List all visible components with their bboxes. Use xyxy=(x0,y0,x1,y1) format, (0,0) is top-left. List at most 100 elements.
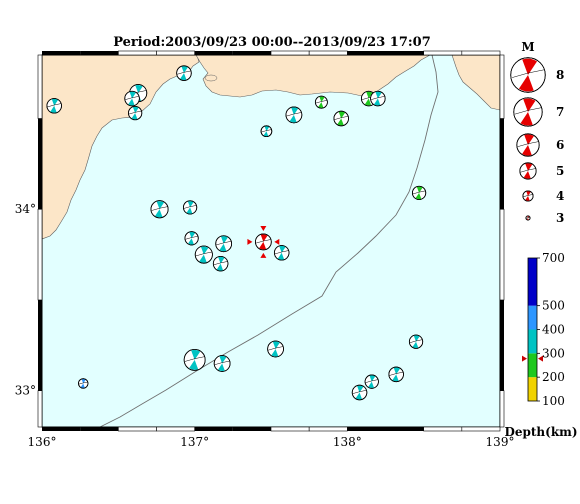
depth-band xyxy=(528,353,537,378)
x-axis-ticks: 136° 137° 138° 139° xyxy=(28,435,515,449)
event-beachball xyxy=(267,340,284,358)
event-beachball xyxy=(408,334,424,349)
frame-bar-top xyxy=(118,50,157,56)
depth-band xyxy=(528,329,537,354)
main-event xyxy=(247,225,280,258)
magnitude-legend-ball xyxy=(522,190,534,202)
frame-bar-right xyxy=(500,118,504,210)
frame-bar-bottom xyxy=(156,426,195,432)
x-tick-label: 138° xyxy=(333,435,362,449)
frame-bar-top xyxy=(461,50,501,56)
frame-bar-bottom xyxy=(461,426,501,432)
land-tokai-coast xyxy=(195,55,431,98)
triangle-marker-bottom xyxy=(260,252,267,258)
frame-bar-bottom xyxy=(80,427,119,431)
magnitude-legend-label: 6 xyxy=(556,138,564,152)
event-beachball xyxy=(412,185,427,200)
event-beachball xyxy=(213,355,231,372)
event-beachball xyxy=(184,231,199,246)
frame-bar-bottom xyxy=(270,426,310,432)
depth-tick-label: 100 xyxy=(542,394,565,408)
event-beachball xyxy=(273,245,290,261)
triangle-marker-right xyxy=(274,238,280,245)
map-frame xyxy=(37,50,505,432)
event-beachball xyxy=(176,65,192,81)
event-beachball xyxy=(388,366,404,383)
event-beachball xyxy=(194,245,213,264)
main-event-beachball xyxy=(255,233,272,251)
event-beachball xyxy=(150,200,169,219)
event-beachball xyxy=(78,378,89,389)
frame-bar-top xyxy=(194,51,233,55)
frame-bar-left xyxy=(38,299,42,391)
event-beachball xyxy=(183,348,206,371)
depth-band xyxy=(528,258,537,306)
depth-tick-label: 700 xyxy=(542,251,565,265)
event-beachball xyxy=(370,90,386,107)
depth-tick-label: 300 xyxy=(542,346,565,360)
magnitude-legend-ball xyxy=(525,215,531,221)
event-beachball xyxy=(215,235,233,253)
frame-bar-bottom xyxy=(194,427,233,431)
magnitude-legend-label: 7 xyxy=(556,105,564,119)
depth-scale-title: Depth(km) xyxy=(504,425,577,439)
frame-bar-right xyxy=(499,208,505,301)
frame-bar-top xyxy=(270,50,310,56)
x-tick-label: 137° xyxy=(180,435,209,449)
magnitude-legend-ball xyxy=(519,162,537,180)
x-tick-label: 139° xyxy=(486,435,515,449)
frame-bar-top xyxy=(80,51,119,55)
magnitude-legend: 8 7 6 5 4 3 xyxy=(510,57,564,225)
event-markers xyxy=(46,65,427,401)
frame-bar-right xyxy=(499,54,505,119)
map-content xyxy=(42,55,500,427)
frame-bar-right xyxy=(500,299,504,391)
magnitude-legend-label: 3 xyxy=(556,211,564,225)
event-beachball xyxy=(260,125,273,138)
frame-bar-bottom xyxy=(308,426,348,432)
x-tick-label: 136° xyxy=(28,435,57,449)
triangle-marker-left xyxy=(247,238,253,245)
depth-tick-label: 400 xyxy=(542,323,565,337)
magnitude-legend-label: 4 xyxy=(556,189,564,203)
frame-bar-bottom xyxy=(232,427,271,431)
frame-bar-top xyxy=(156,50,195,56)
frame-bar-top xyxy=(423,50,463,56)
frame-bar-bottom xyxy=(118,426,157,432)
event-beachball xyxy=(351,384,368,401)
frame-bar-top xyxy=(385,51,424,55)
event-beachball xyxy=(183,200,198,215)
y-tick-label: 33° xyxy=(15,384,36,398)
frame-bar-top xyxy=(42,51,81,55)
magnitude-legend-label: 5 xyxy=(556,164,564,178)
frame-bar-left xyxy=(38,118,42,210)
depth-band xyxy=(528,377,537,401)
frame-bar-top xyxy=(347,51,386,55)
event-beachball xyxy=(333,110,349,127)
depth-band xyxy=(528,305,537,330)
depth-tick-label: 500 xyxy=(542,299,565,313)
y-axis-ticks: 33° 34° xyxy=(15,202,36,397)
frame-bar-bottom xyxy=(42,427,81,431)
magnitude-legend-ball xyxy=(516,133,540,157)
y-tick-label: 34° xyxy=(15,202,36,216)
depth-marker-right xyxy=(538,355,543,362)
frame-bar-top xyxy=(308,50,348,56)
frame-bar-top xyxy=(232,51,271,55)
event-beachball xyxy=(46,98,62,114)
depth-colorbar: 100 200 300 400 500 700 xyxy=(522,251,565,408)
event-beachball xyxy=(212,255,229,272)
frame-bar-bottom xyxy=(385,427,424,431)
magnitude-legend-label: 8 xyxy=(556,68,564,82)
event-beachball xyxy=(124,90,140,107)
event-beachball xyxy=(285,106,303,124)
island-shima xyxy=(204,74,218,82)
main-event-triangles xyxy=(247,225,280,258)
land-izu-peninsula xyxy=(451,55,500,111)
map-title: Period:2003/09/23 00:00--2013/09/23 17:0… xyxy=(113,35,431,50)
frame-bar-bottom xyxy=(423,426,463,432)
triangle-marker-top xyxy=(260,225,267,231)
event-beachball xyxy=(364,374,379,389)
